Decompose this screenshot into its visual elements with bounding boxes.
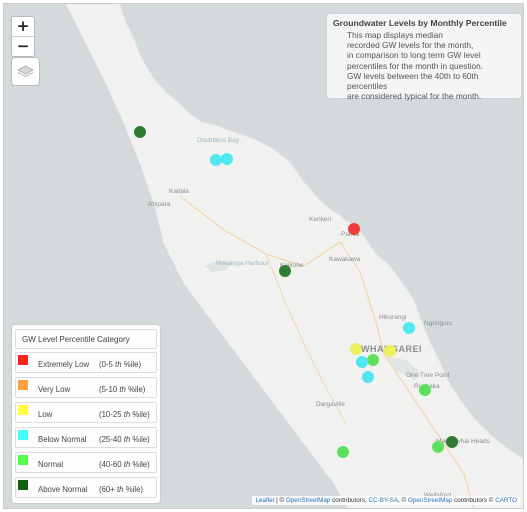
- peninsula-north: [112, 4, 156, 140]
- layers-icon: [17, 65, 34, 77]
- place-label: Kawakawa: [329, 256, 361, 263]
- legend-range: (10-25 th %ile): [99, 410, 150, 419]
- marker-layer: [134, 126, 458, 458]
- legend-item: Below Normal (25-40 th %ile): [15, 427, 157, 448]
- place-label: Hikurangi: [379, 314, 407, 321]
- legend-swatch: [18, 430, 28, 440]
- zoom-control: + −: [11, 16, 35, 57]
- leaflet-link[interactable]: Leaflet: [255, 497, 275, 504]
- gw-marker[interactable]: [384, 345, 396, 357]
- legend-swatch: [18, 380, 28, 390]
- zoom-in-button[interactable]: +: [16, 17, 30, 35]
- legend-label: Extremely Low: [38, 360, 90, 369]
- gw-marker[interactable]: [367, 354, 379, 366]
- gw-marker[interactable]: [356, 356, 368, 368]
- legend-range: (25-40 th %ile): [99, 435, 150, 444]
- cc-by-sa-link[interactable]: CC-BY-SA: [368, 497, 399, 504]
- gw-marker[interactable]: [446, 436, 458, 448]
- legend-swatch: [18, 480, 28, 490]
- gw-marker[interactable]: [337, 446, 349, 458]
- legend-range: (40-60 th %ile): [99, 460, 150, 469]
- legend-panel: GW Level Percentile Category Extremely L…: [11, 324, 161, 504]
- legend-range: (5-10 th %ile): [99, 385, 146, 394]
- legend-swatch: [18, 455, 28, 465]
- place-label: Wellsford: [424, 492, 451, 499]
- legend-item: Low (10-25 th %ile): [15, 402, 157, 423]
- osm-link[interactable]: OpenStreetMap: [407, 497, 453, 504]
- map-attribution: Leaflet | © OpenStreetMap contributors, …: [252, 496, 520, 505]
- gw-marker[interactable]: [432, 441, 444, 453]
- map-container[interactable]: Doubtless Bay Kaitaia Ahipara Kerikeri P…: [3, 3, 524, 509]
- legend-label: Below Normal: [38, 435, 87, 444]
- place-label: Hokianga Harbour: [216, 260, 269, 267]
- place-label: Doubtless Bay: [197, 137, 239, 144]
- info-line: GW levels between the 40th to 60th perce…: [347, 70, 479, 92]
- legend-swatch: [18, 405, 28, 415]
- gw-marker[interactable]: [403, 322, 415, 334]
- legend-label: Above Normal: [38, 485, 88, 494]
- place-label: Mangawhai Heads: [436, 438, 490, 445]
- gw-marker[interactable]: [134, 126, 146, 138]
- gw-marker[interactable]: [279, 265, 291, 277]
- bay-islands: [342, 208, 380, 236]
- carto-link[interactable]: CARTO: [495, 497, 517, 504]
- place-label: Ahipara: [148, 201, 171, 208]
- place-label: Kerikeri: [309, 216, 332, 223]
- gw-marker[interactable]: [348, 223, 360, 235]
- legend-range: (0-5 th %ile): [99, 360, 142, 369]
- legend-label: Normal: [38, 460, 64, 469]
- legend-label: Very Low: [38, 385, 71, 394]
- legend-item: Above Normal (60+ th %ile): [15, 477, 157, 498]
- info-line: are considered typical for the month.: [347, 91, 482, 102]
- info-line: percentiles for the month in question.: [347, 60, 484, 71]
- place-label: Ngunguru: [424, 320, 453, 327]
- legend-label: Low: [38, 410, 53, 419]
- layers-button[interactable]: [11, 57, 40, 86]
- osm-link[interactable]: OpenStreetMap: [285, 497, 331, 504]
- road-west: [265, 253, 347, 425]
- legend-swatch: [18, 355, 28, 365]
- info-line: recorded GW levels for the month,: [347, 40, 474, 51]
- legend-range: (60+ th %ile): [99, 485, 144, 494]
- info-line: This map displays median: [347, 30, 443, 40]
- gw-marker[interactable]: [362, 371, 374, 383]
- place-label: Kaitaia: [169, 188, 189, 195]
- place-label: Dargaville: [316, 401, 345, 408]
- legend-item: Normal (40-60 th %ile): [15, 452, 157, 473]
- place-label: Kaikohe: [280, 262, 304, 269]
- gw-marker[interactable]: [350, 343, 362, 355]
- zoom-out-button[interactable]: −: [12, 36, 34, 56]
- info-line: in comparison to long term GW level: [347, 50, 481, 61]
- legend-title: GW Level Percentile Category: [15, 329, 157, 349]
- whangarei-harbour: [384, 356, 422, 380]
- legend-item: Extremely Low (0-5 th %ile): [15, 352, 157, 373]
- hokianga-harbour: [204, 260, 232, 272]
- place-label: One Tree Point: [406, 372, 450, 379]
- legend-item: Very Low (5-10 th %ile): [15, 377, 157, 398]
- place-label: Paihia: [341, 231, 360, 238]
- gw-marker[interactable]: [210, 154, 222, 166]
- info-panel: Groundwater Levels by Monthly Percentile…: [326, 13, 522, 102]
- gw-marker[interactable]: [221, 153, 233, 165]
- info-title: Groundwater Levels by Monthly Percentile: [333, 18, 507, 28]
- gw-marker[interactable]: [419, 384, 431, 396]
